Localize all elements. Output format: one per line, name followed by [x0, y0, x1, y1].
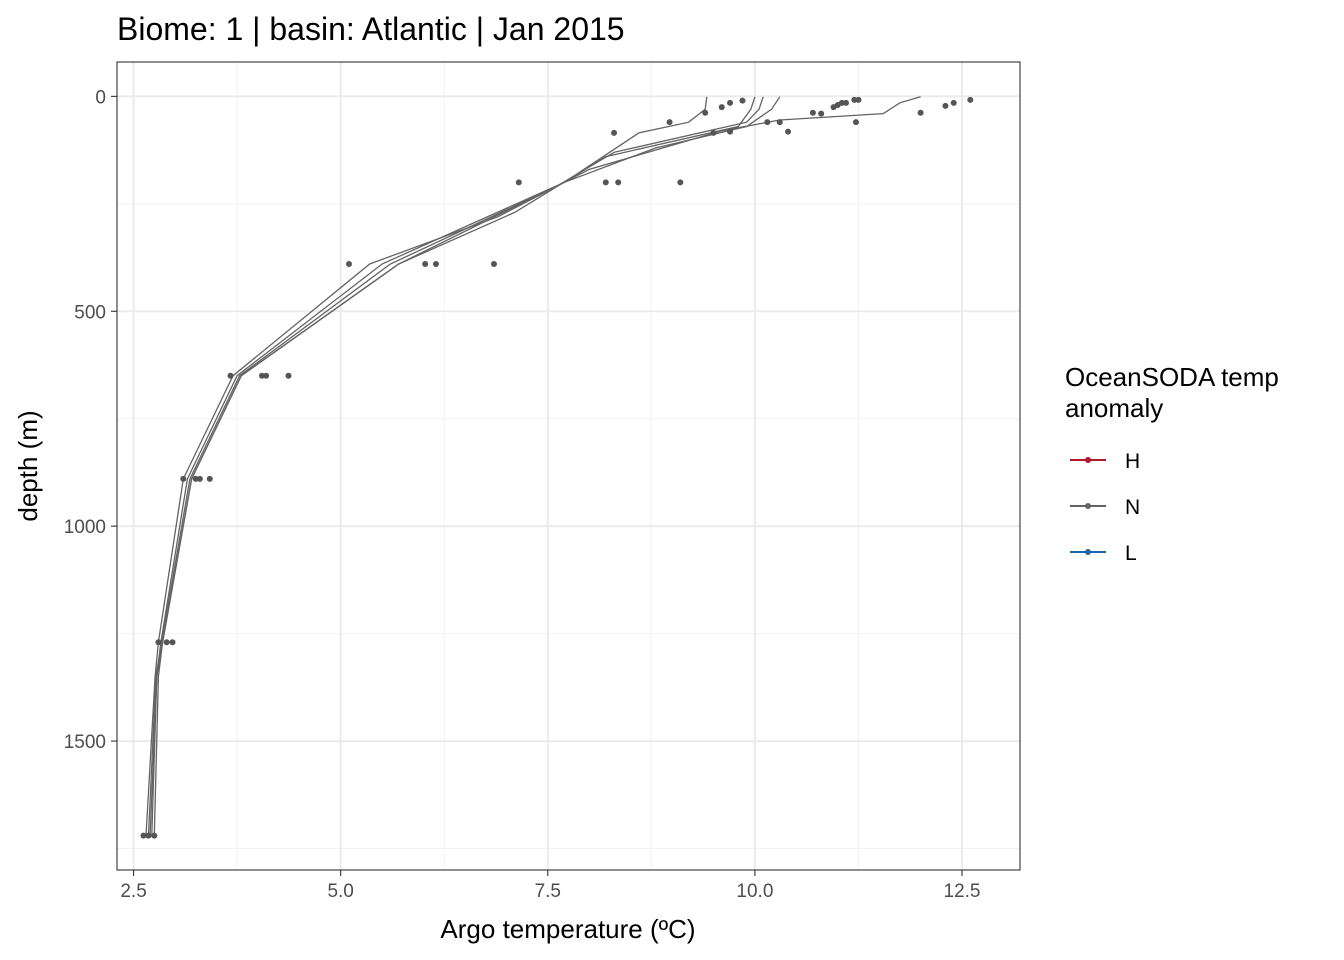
- data-point: [345, 261, 352, 267]
- y-axis-title: depth (m): [13, 410, 43, 521]
- data-point: [855, 96, 862, 103]
- data-point: [490, 261, 497, 267]
- data-point: [611, 129, 618, 136]
- argo-points: [140, 96, 974, 839]
- legend-label: L: [1125, 542, 1137, 565]
- data-point: [764, 119, 771, 126]
- legend-key-point: [1085, 457, 1091, 463]
- data-point: [615, 179, 622, 186]
- data-point: [140, 832, 147, 839]
- data-point: [432, 261, 439, 267]
- data-point: [285, 372, 292, 379]
- profile-line: [151, 96, 756, 836]
- data-point: [163, 639, 170, 646]
- y-axis: 0 500 1000 1500: [64, 87, 117, 753]
- x-tick-label: 7.5: [535, 881, 561, 902]
- data-point: [776, 119, 783, 126]
- x-tick-label: 5.0: [327, 881, 353, 902]
- data-point: [666, 119, 673, 126]
- data-point: [702, 109, 709, 116]
- data-point: [422, 261, 429, 267]
- data-point: [838, 99, 845, 106]
- legend-key-point: [1085, 549, 1091, 555]
- data-point: [145, 832, 152, 839]
- data-point: [206, 475, 213, 482]
- data-point: [942, 102, 949, 109]
- data-point: [196, 475, 203, 482]
- legend-title-line-1: OceanSODA temp: [1065, 362, 1279, 392]
- x-axis: 2.5 5.0 7.5 10.0 12.5: [120, 870, 981, 902]
- data-point: [602, 179, 609, 186]
- y-tick-label: 1000: [64, 517, 106, 538]
- data-point: [950, 99, 957, 106]
- data-point: [258, 372, 265, 379]
- y-tick-label: 1500: [64, 732, 106, 753]
- x-tick-label: 10.0: [736, 881, 773, 902]
- y-tick-label: 500: [74, 302, 106, 323]
- chart-title: Biome: 1 | basin: Atlantic | Jan 2015: [117, 11, 625, 47]
- profile-line: [147, 96, 764, 836]
- major-grid: [117, 62, 1020, 870]
- data-point: [718, 104, 725, 111]
- data-point: [727, 128, 734, 135]
- data-point: [263, 372, 270, 379]
- data-point: [852, 119, 859, 126]
- legend-key-point: [1085, 503, 1091, 509]
- profile-lines: [145, 96, 921, 836]
- x-axis-title: Argo temperature (ºC): [440, 914, 695, 944]
- data-point: [169, 639, 176, 646]
- data-point: [818, 110, 825, 117]
- plot-panel: [116, 61, 1021, 871]
- data-point: [677, 179, 684, 186]
- panel-border: [116, 61, 1021, 871]
- x-tick-label: 2.5: [120, 881, 146, 902]
- legend-label: N: [1125, 496, 1140, 519]
- data-point: [155, 639, 162, 646]
- data-point: [180, 475, 187, 482]
- data-point: [192, 475, 199, 482]
- data-point: [227, 372, 234, 379]
- x-tick-label: 12.5: [944, 881, 981, 902]
- minor-grid: [117, 62, 1020, 870]
- data-point: [739, 97, 746, 104]
- data-point: [917, 109, 924, 116]
- legend-keys: HNL: [1070, 450, 1140, 565]
- data-point: [710, 129, 717, 136]
- data-point: [967, 96, 974, 103]
- legend-title-line-2: anomaly: [1065, 393, 1163, 423]
- legend-label: H: [1125, 450, 1140, 473]
- data-point: [809, 109, 816, 116]
- data-point: [727, 99, 734, 106]
- data-point: [151, 832, 158, 839]
- legend: OceanSODA temp anomaly HNL: [1065, 362, 1279, 565]
- data-point: [843, 99, 850, 106]
- data-point: [851, 96, 858, 103]
- data-point: [515, 179, 522, 186]
- data-point: [785, 128, 792, 135]
- y-tick-label: 0: [95, 87, 106, 108]
